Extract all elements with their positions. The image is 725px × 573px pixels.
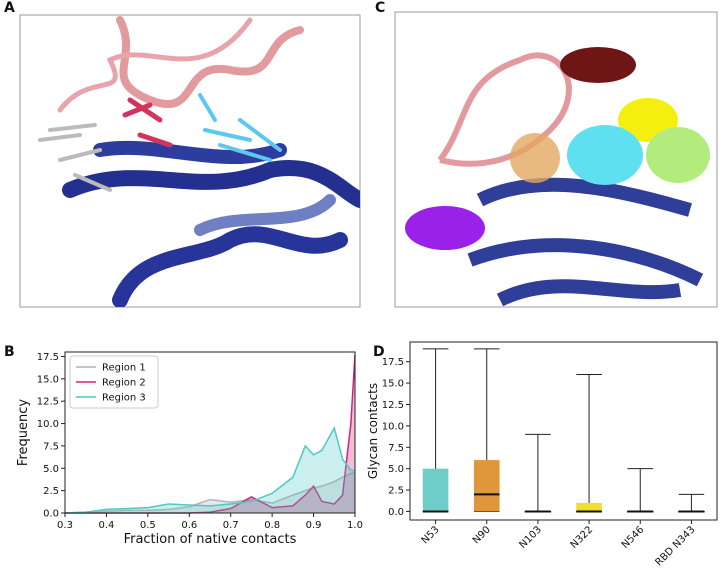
plot-frame xyxy=(409,341,718,521)
y-tick-label: 5.0 xyxy=(388,464,404,475)
x-tick-label: N90 xyxy=(471,524,493,546)
y-tick-label: 12.5 xyxy=(37,397,59,408)
x-tick-label: 0.5 xyxy=(140,520,156,531)
panel-label: A xyxy=(4,0,15,16)
box xyxy=(422,468,449,512)
x-tick-label: N103 xyxy=(517,524,544,551)
x-tick-label: 0.3 xyxy=(57,520,73,531)
plot-frame xyxy=(64,351,356,514)
legend: Region 1 Region 2 Region 3 xyxy=(69,355,159,409)
y-tick-label: 5.0 xyxy=(43,464,59,475)
y-tick-label: 0.0 xyxy=(43,509,59,520)
x-tick-label: 1.0 xyxy=(347,520,363,531)
y-tick-label: 12.5 xyxy=(382,400,404,411)
x-axis-title: Fraction of native contacts xyxy=(124,532,297,547)
y-tick-label: 17.5 xyxy=(382,357,404,368)
y-tick-label: 10.0 xyxy=(382,421,404,432)
structure-image-a xyxy=(19,14,361,308)
box xyxy=(576,502,602,512)
panel-label: C xyxy=(375,0,385,16)
density-line xyxy=(64,426,356,514)
y-tick-label: 15.0 xyxy=(382,379,404,390)
x-tick-label: 0.6 xyxy=(181,520,197,531)
panel-label: D xyxy=(373,344,385,360)
legend-label: Region 2 xyxy=(102,378,146,389)
x-tick-label: N322 xyxy=(569,524,596,551)
y-axis-title: Glycan contacts xyxy=(366,383,380,479)
x-tick-label: N546 xyxy=(620,524,647,551)
x-tick-label: 0.9 xyxy=(306,520,322,531)
structure-image-c xyxy=(394,11,718,308)
y-tick-label: 10.0 xyxy=(37,419,59,430)
x-tick-label: 0.8 xyxy=(264,520,280,531)
x-tick-label: N53 xyxy=(420,524,442,546)
y-tick-label: 7.5 xyxy=(388,443,404,454)
x-tick-label: 0.7 xyxy=(223,520,239,531)
panel-label: B xyxy=(4,344,15,360)
y-axis-title: Frequency xyxy=(16,399,31,466)
density-area xyxy=(65,428,355,513)
y-tick-label: 2.5 xyxy=(43,486,59,497)
y-tick-label: 0.0 xyxy=(388,507,404,518)
density-area xyxy=(65,472,355,513)
legend-box xyxy=(69,355,159,409)
legend-label: Region 3 xyxy=(102,393,146,404)
y-tick-label: 15.0 xyxy=(37,374,59,385)
box xyxy=(473,460,500,512)
density-line xyxy=(64,472,356,514)
x-tick-label: 0.4 xyxy=(98,520,114,531)
y-tick-label: 2.5 xyxy=(388,486,404,497)
y-tick-label: 17.5 xyxy=(37,352,59,363)
y-tick-label: 7.5 xyxy=(43,441,59,452)
legend-label: Region 1 xyxy=(102,363,146,374)
x-tick-label: RBD N343 xyxy=(654,524,698,568)
